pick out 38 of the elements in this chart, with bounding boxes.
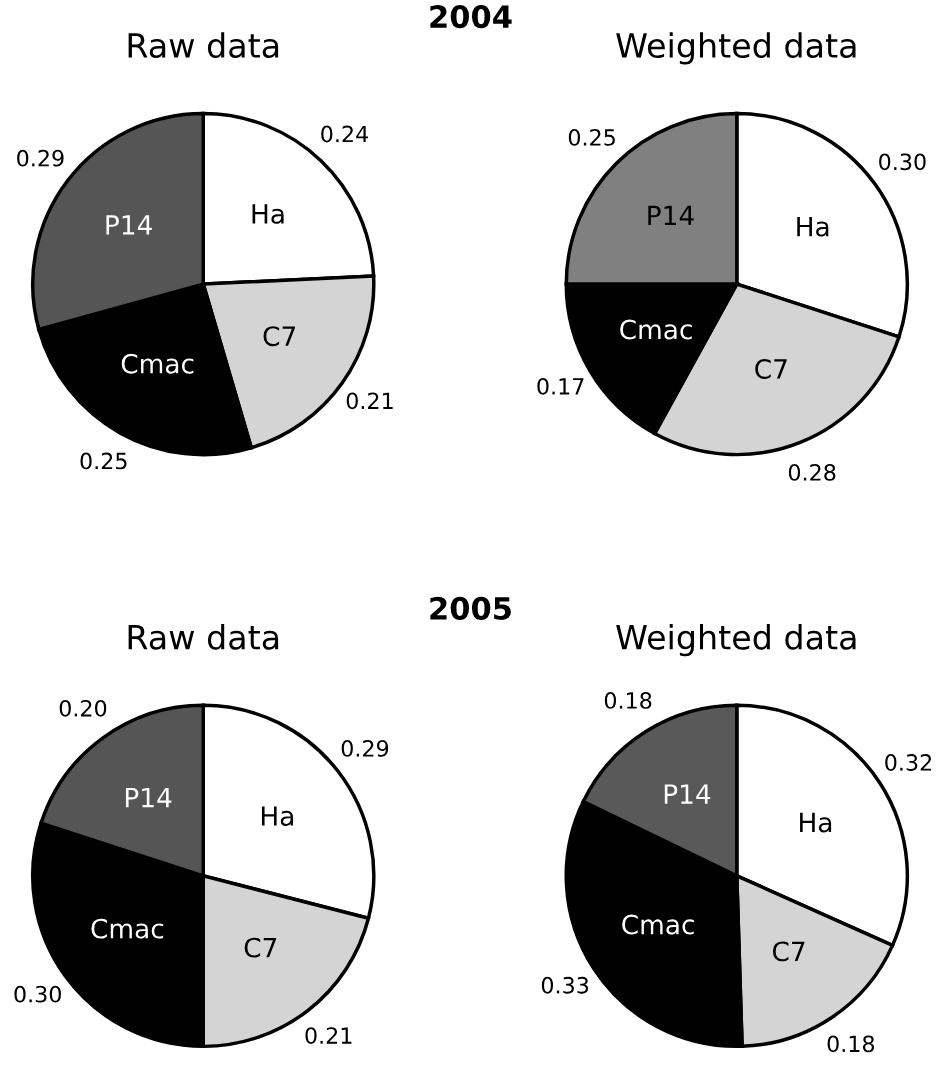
text: 2005 [430, 596, 511, 620]
slice-label: P14 [664, 784, 711, 804]
slice-label: Ha [252, 204, 284, 224]
data-label: 0.20 [59, 699, 107, 717]
slice-label: Cmac [121, 353, 194, 374]
data-label: 0.18 [827, 1035, 875, 1053]
data-label: 0.18 [604, 692, 652, 709]
slice-label: Cmac [620, 319, 692, 340]
data-label: 0.30 [14, 985, 61, 1003]
data-label: 0.21 [346, 392, 393, 410]
data-label: 0.33 [541, 976, 589, 994]
chart-title: Raw data [128, 624, 279, 650]
chart-title: Weighted data [616, 32, 856, 65]
data-label: 0.32 [885, 754, 932, 771]
data-label: 0.28 [788, 464, 836, 481]
slice-label: Ha [261, 806, 293, 826]
slice-label: Ha [800, 812, 832, 833]
data-label: 0.21 [305, 1027, 352, 1044]
slice-label: P14 [648, 205, 694, 226]
slice-label: Cmac [91, 918, 164, 939]
slice-label: C7 [244, 937, 277, 958]
slice-label: Cmac [622, 914, 694, 935]
slice-label: P14 [125, 787, 172, 808]
chart-title: Raw data [128, 32, 279, 59]
slice-label: C7 [263, 326, 296, 347]
data-label: 0.25 [80, 452, 127, 470]
chart-title: Weighted data [616, 624, 856, 657]
slice-label: Ha [797, 216, 829, 237]
slice-label: P14 [106, 215, 152, 235]
data-label: 0.17 [537, 377, 584, 395]
slice-label: C7 [772, 941, 805, 962]
data-label: 0.25 [568, 129, 615, 146]
data-label: 0.24 [321, 125, 368, 143]
data-label: 0.29 [341, 740, 389, 757]
data-label: 0.29 [17, 149, 64, 167]
text: 2004 [430, 5, 512, 29]
slice-label: C7 [755, 358, 787, 379]
data-label: 0.30 [879, 153, 926, 171]
